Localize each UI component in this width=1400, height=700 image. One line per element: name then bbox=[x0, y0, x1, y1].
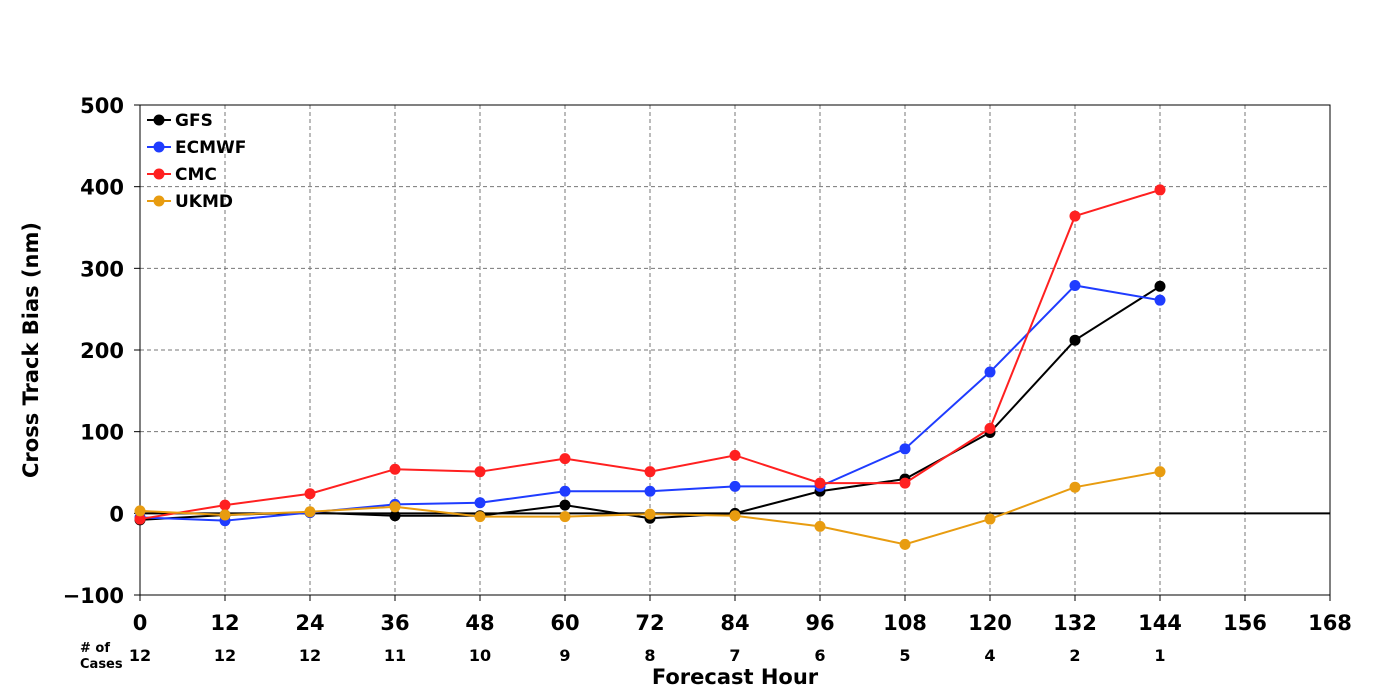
data-point-gfs bbox=[389, 510, 401, 522]
case-count: 8 bbox=[644, 646, 655, 665]
data-point-ukmd bbox=[729, 510, 741, 522]
data-point-ukmd bbox=[559, 511, 571, 523]
case-count: 12 bbox=[129, 646, 151, 665]
legend-item-ukmd: UKMD bbox=[147, 192, 233, 212]
data-point-ukmd bbox=[1069, 481, 1081, 493]
x-tick-label: 60 bbox=[550, 611, 579, 635]
data-point-cmc bbox=[134, 513, 146, 525]
case-count: 4 bbox=[984, 646, 995, 665]
data-point-cmc bbox=[389, 463, 401, 475]
x-tick-label: 12 bbox=[210, 611, 239, 635]
x-tick-label: 72 bbox=[635, 611, 664, 635]
legend-item-cmc: CMC bbox=[147, 165, 217, 185]
case-count: 12 bbox=[299, 646, 321, 665]
data-point-ukmd bbox=[474, 511, 486, 523]
y-tick-label: 400 bbox=[80, 176, 124, 200]
series-layer bbox=[134, 184, 1166, 550]
data-point-ukmd bbox=[814, 520, 826, 532]
cases-row: 12 12 12 11 10 9 8 7 6 5 4 2 1 bbox=[129, 646, 1166, 665]
legend-marker-cmc bbox=[153, 168, 165, 180]
case-count: 2 bbox=[1069, 646, 1080, 665]
case-count: 6 bbox=[814, 646, 825, 665]
legend-item-ecmwf: ECMWF bbox=[147, 138, 246, 158]
y-tick-label: 500 bbox=[80, 94, 124, 118]
data-point-ukmd bbox=[1154, 466, 1166, 478]
data-point-ecmwf bbox=[729, 480, 741, 492]
case-count: 7 bbox=[729, 646, 740, 665]
x-tick-label: 96 bbox=[805, 611, 834, 635]
x-axis-title: Forecast Hour bbox=[652, 665, 819, 689]
x-tick-label: 48 bbox=[465, 611, 494, 635]
data-point-gfs bbox=[1154, 280, 1166, 292]
x-tick-label: 168 bbox=[1308, 611, 1352, 635]
data-point-ecmwf bbox=[899, 443, 911, 455]
case-count: 5 bbox=[899, 646, 910, 665]
data-point-cmc bbox=[899, 477, 911, 489]
data-point-cmc bbox=[1069, 210, 1081, 222]
legend-label-cmc: CMC bbox=[175, 165, 217, 185]
legend-label-ukmd: UKMD bbox=[175, 192, 233, 212]
case-count: 10 bbox=[469, 646, 491, 665]
data-point-ecmwf bbox=[984, 366, 996, 378]
case-count: 1 bbox=[1154, 646, 1165, 665]
data-point-cmc bbox=[1154, 184, 1166, 196]
data-point-ecmwf bbox=[474, 497, 486, 509]
legend-item-gfs: GFS bbox=[147, 111, 213, 131]
y-tick-label: −100 bbox=[63, 584, 124, 608]
legend-marker-ukmd bbox=[153, 195, 165, 207]
data-point-ecmwf bbox=[1069, 279, 1081, 291]
x-tick-label: 0 bbox=[133, 611, 148, 635]
legend-marker-ecmwf bbox=[153, 141, 165, 153]
data-point-cmc bbox=[304, 488, 316, 500]
y-axis-title: Cross Track Bias (nm) bbox=[19, 222, 43, 478]
y-tick-label: 0 bbox=[109, 502, 124, 526]
legend: GFS ECMWF CMC UKMD bbox=[147, 111, 246, 212]
grid bbox=[140, 105, 1330, 595]
x-tick-label: 108 bbox=[883, 611, 927, 635]
x-tick-label: 156 bbox=[1223, 611, 1267, 635]
data-point-cmc bbox=[219, 499, 231, 511]
case-count: 11 bbox=[384, 646, 406, 665]
x-tick-label: 84 bbox=[720, 611, 749, 635]
data-point-cmc bbox=[644, 466, 656, 478]
data-point-ecmwf bbox=[1154, 294, 1166, 306]
y-axis-ticks: −100 0 100 200 300 400 500 bbox=[63, 94, 140, 608]
x-tick-label: 132 bbox=[1053, 611, 1097, 635]
cases-header-line1: # of bbox=[80, 641, 110, 656]
y-tick-label: 300 bbox=[80, 257, 124, 281]
data-point-ukmd bbox=[899, 538, 911, 550]
x-tick-label: 24 bbox=[295, 611, 324, 635]
x-tick-label: 36 bbox=[380, 611, 409, 635]
x-axis-ticks: 0 12 24 36 48 60 72 84 96 108 120 132 144 156 168 bbox=[133, 595, 1352, 635]
series-cmc bbox=[134, 184, 1166, 525]
x-tick-label: 120 bbox=[968, 611, 1012, 635]
data-point-cmc bbox=[984, 422, 996, 434]
y-tick-label: 100 bbox=[80, 421, 124, 445]
data-point-ukmd bbox=[304, 506, 316, 518]
data-point-gfs bbox=[559, 499, 571, 511]
data-point-ukmd bbox=[389, 501, 401, 513]
data-point-ukmd bbox=[219, 509, 231, 521]
data-point-cmc bbox=[729, 449, 741, 461]
legend-label-ecmwf: ECMWF bbox=[175, 138, 246, 158]
cases-header-line2: Cases bbox=[80, 657, 123, 672]
data-point-ecmwf bbox=[644, 485, 656, 497]
legend-label-gfs: GFS bbox=[175, 111, 213, 131]
x-tick-label: 144 bbox=[1138, 611, 1182, 635]
data-point-cmc bbox=[814, 477, 826, 489]
series-ukmd bbox=[134, 466, 1166, 550]
y-tick-label: 200 bbox=[80, 339, 124, 363]
data-point-gfs bbox=[1069, 334, 1081, 346]
legend-marker-gfs bbox=[153, 114, 165, 126]
case-count: 9 bbox=[559, 646, 570, 665]
data-point-ukmd bbox=[134, 505, 146, 517]
case-count: 12 bbox=[214, 646, 236, 665]
data-point-ukmd bbox=[984, 513, 996, 525]
data-point-cmc bbox=[474, 466, 486, 478]
data-point-cmc bbox=[559, 453, 571, 465]
data-point-ecmwf bbox=[559, 485, 571, 497]
data-point-ukmd bbox=[644, 508, 656, 520]
